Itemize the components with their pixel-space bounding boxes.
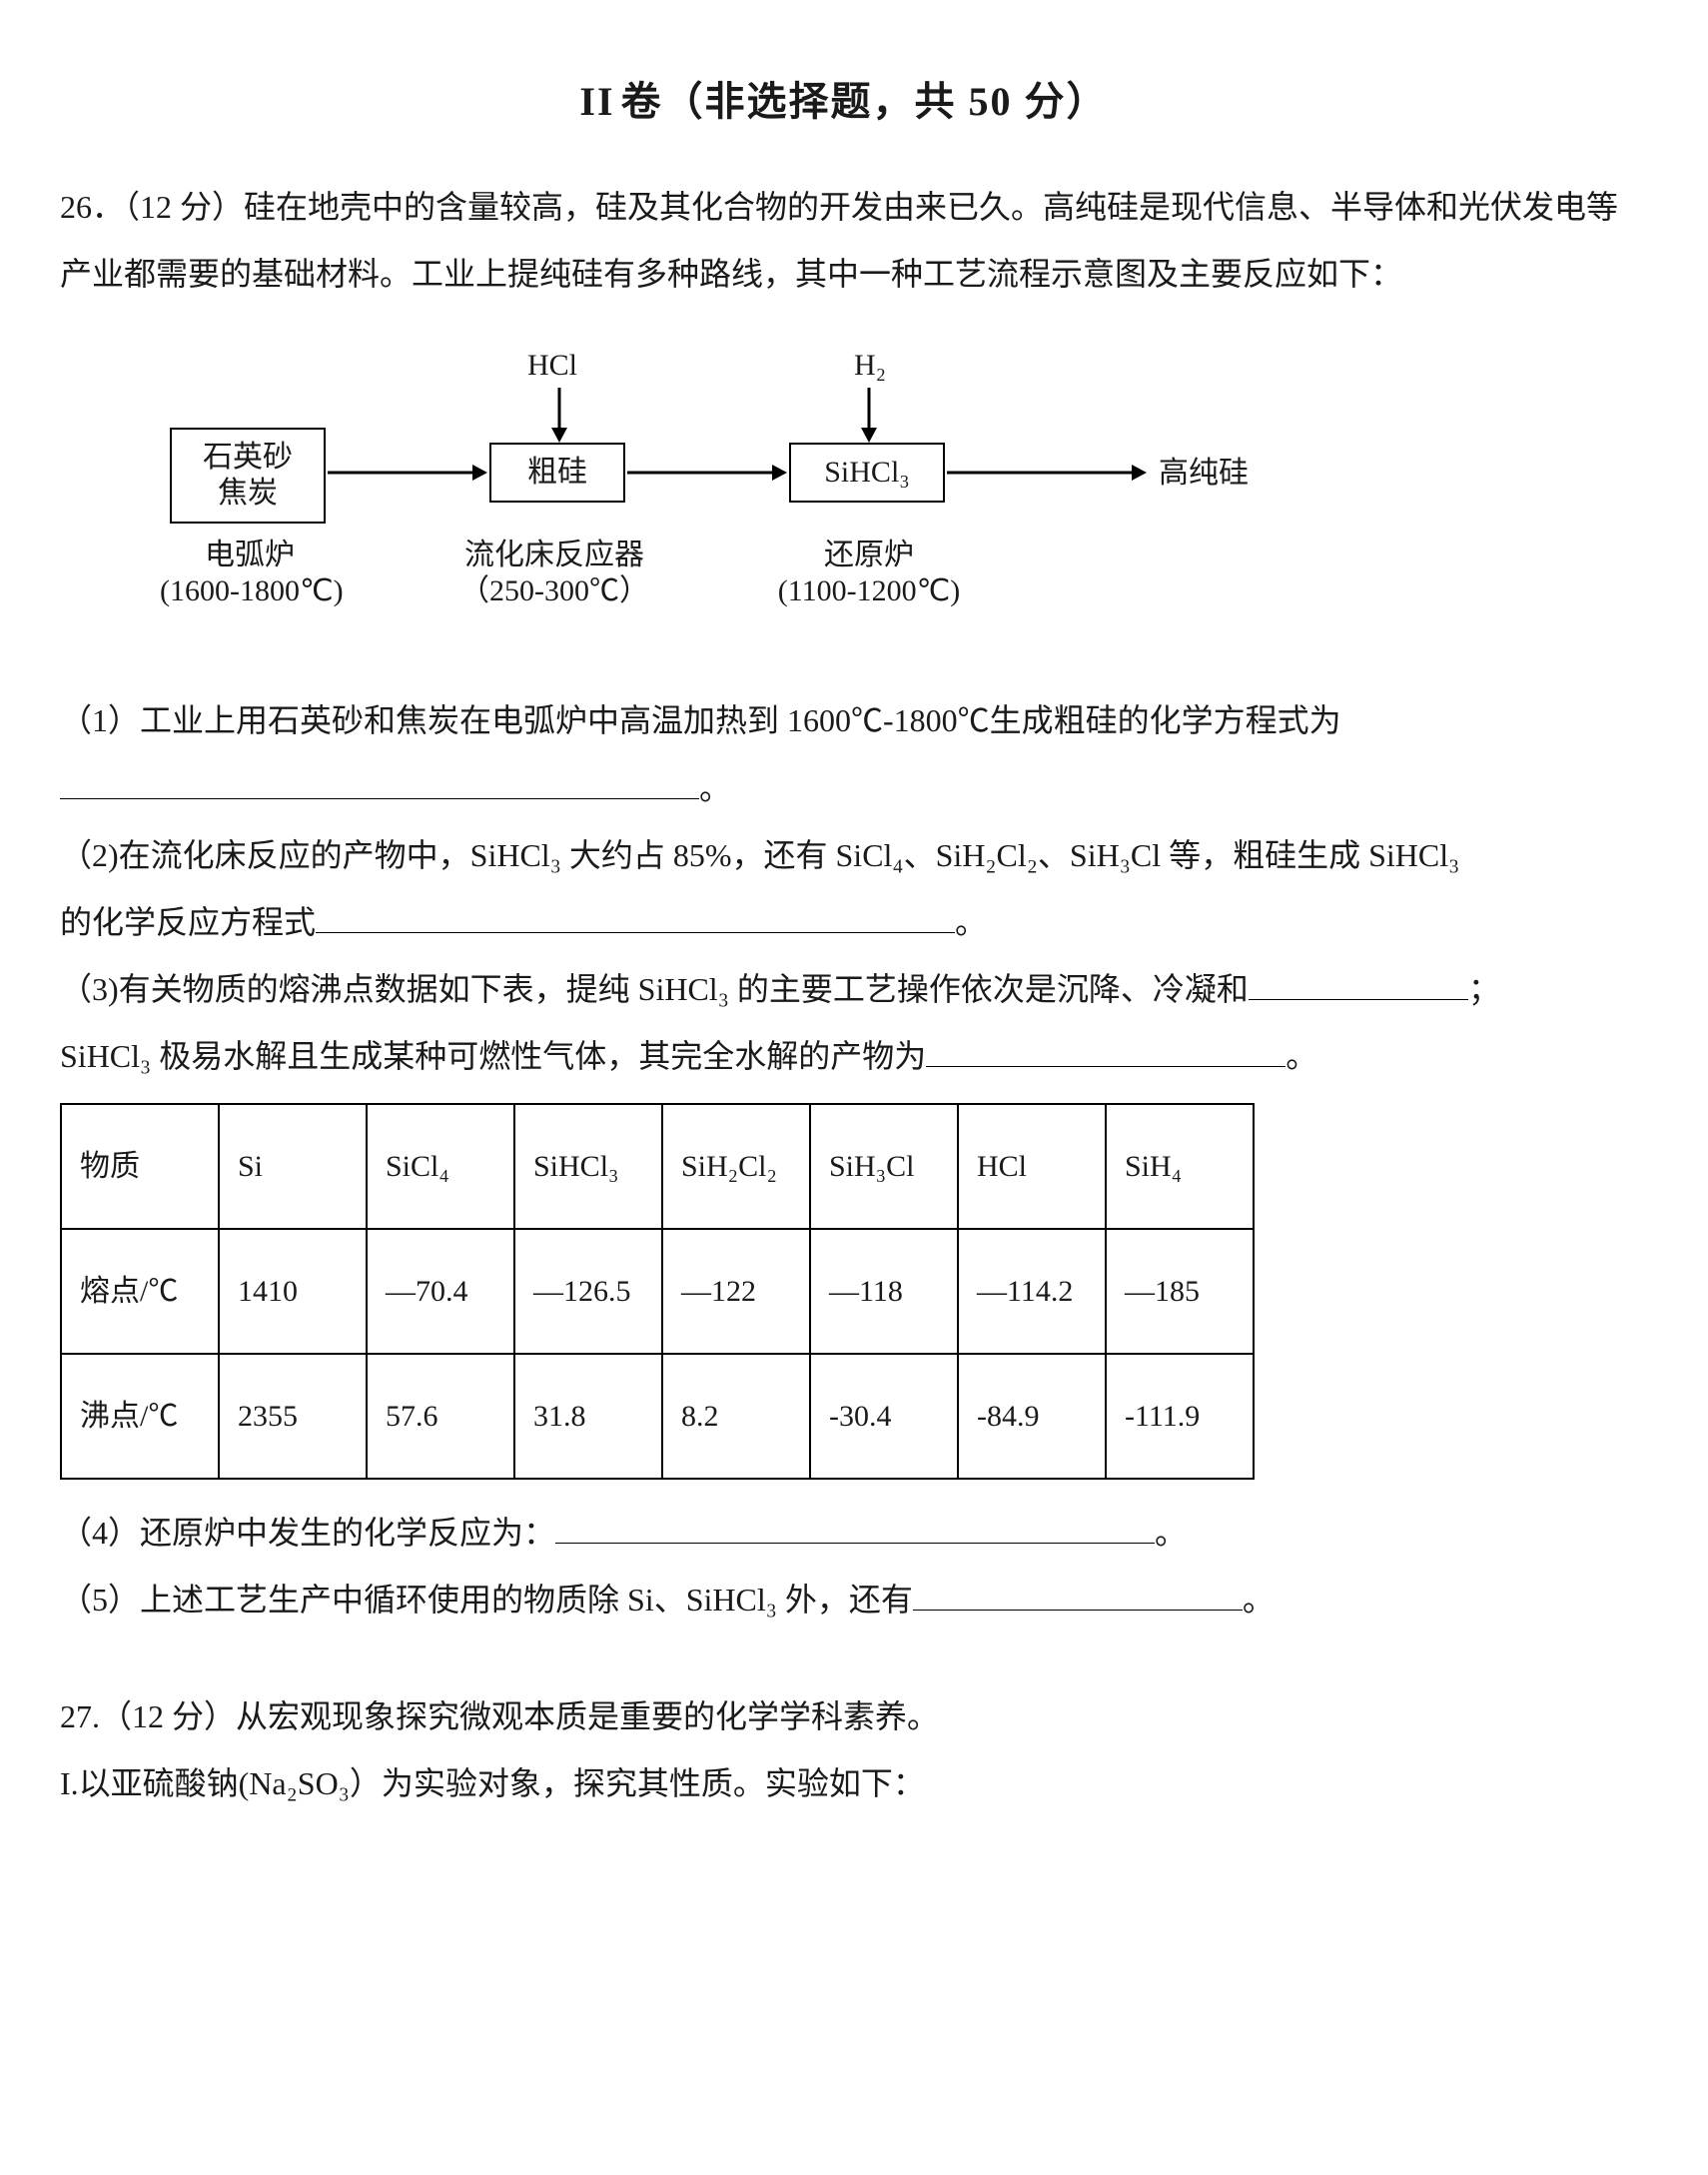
cap1-l2: (1600-1800℃) [160, 573, 340, 609]
table-row-boil: 沸点/℃ 2355 57.6 31.8 8.2 -30.4 -84.9 -111… [61, 1354, 1254, 1479]
r1-label: 熔点/℃ [61, 1229, 219, 1354]
q5-line: （5）上述工艺生产中循环使用的物质除 Si、SiHCl₃ 外，还有 。 [60, 1567, 1628, 1633]
melting-boiling-table: 物质 Si SiCl₄ SiHCl₃ SiH₂Cl₂ SiH₃Cl HCl Si… [60, 1103, 1255, 1480]
q3b-text: SiHCl₃ 极易水解且生成某种可燃性气体，其完全水解的产物为 [60, 1038, 926, 1074]
box2-text: 粗硅 [527, 456, 587, 489]
q3b-period: 。 [1285, 1038, 1317, 1074]
q2-line2: 的化学反应方程式 。 [60, 889, 1628, 956]
output-pure-si: 高纯硅 [1159, 456, 1249, 492]
table-row-head: 物质 Si SiCl₄ SiHCl₃ SiH₂Cl₂ SiH₃Cl HCl Si… [61, 1104, 1254, 1229]
cap-reduction-furnace: 还原炉 (1100-1200℃) [769, 538, 969, 609]
box1-line2: 焦炭 [188, 476, 308, 512]
arrow-2 [627, 453, 787, 493]
r2-label: 沸点/℃ [61, 1354, 219, 1479]
cap2-l1: 流化床反应器 [439, 538, 669, 573]
q4-period: 。 [1155, 1515, 1187, 1551]
q1-blank[interactable] [60, 762, 699, 798]
cap1-l1: 电弧炉 [160, 538, 340, 573]
q3a-tail: ； [1468, 971, 1500, 1007]
section-title: II卷（非选择题，共 50 分） [60, 60, 1628, 144]
cap-arc-furnace: 电弧炉 (1600-1800℃) [160, 538, 340, 609]
cap3-l1: 还原炉 [769, 538, 969, 573]
q5-period: 。 [1243, 1582, 1275, 1618]
arrow-3 [947, 453, 1147, 493]
r1-c1: 1410 [219, 1229, 367, 1354]
title-roman: II [579, 79, 614, 124]
th-sih2cl2: SiH₂Cl₂ [662, 1104, 810, 1229]
r2-c6: -84.9 [958, 1354, 1106, 1479]
cap-fluidized-bed: 流化床反应器 （250-300℃） [439, 538, 669, 609]
box1-line1: 石英砂 [188, 440, 308, 476]
spacer [60, 1633, 1628, 1683]
q1-text: （1）工业上用石英砂和焦炭在电弧炉中高温加热到 1600℃-1800℃生成粗硅的… [60, 687, 1628, 754]
r2-c4: 8.2 [662, 1354, 810, 1479]
q3a-text: （3)有关物质的熔沸点数据如下表，提纯 SiHCl₃ 的主要工艺操作依次是沉降、… [60, 971, 1249, 1007]
q3-line2: SiHCl₃ 极易水解且生成某种可燃性气体，其完全水解的产物为 。 [60, 1023, 1628, 1090]
r2-c2: 57.6 [367, 1354, 514, 1479]
th-si: Si [219, 1104, 367, 1229]
q3-line1: （3)有关物质的熔沸点数据如下表，提纯 SiHCl₃ 的主要工艺操作依次是沉降、… [60, 956, 1628, 1023]
input-h2: H₂ [854, 348, 886, 384]
r2-c3: 31.8 [514, 1354, 662, 1479]
r1-c7: —185 [1106, 1229, 1254, 1354]
input-hcl: HCl [527, 348, 577, 384]
th-substance: 物质 [61, 1104, 219, 1229]
r2-c5: -30.4 [810, 1354, 958, 1479]
arrow-h2-down [859, 388, 879, 443]
q2-period: 。 [955, 904, 987, 940]
r1-c5: —118 [810, 1229, 958, 1354]
q27-sub: I.以亚硫酸钠(Na₂SO₃）为实验对象，探究其性质。实验如下： [60, 1750, 1628, 1817]
q2-blank[interactable] [316, 897, 955, 933]
q27-lead: 27.（12 分）从宏观现象探究微观本质是重要的化学学科素养。 [60, 1683, 1628, 1750]
q2-line1: （2)在流化床反应的产物中，SiHCl₃ 大约占 85%，还有 SiCl₄、Si… [60, 822, 1628, 889]
r1-c6: —114.2 [958, 1229, 1106, 1354]
q1-blank-line: 。 [60, 755, 1628, 822]
th-sih3cl: SiH₃Cl [810, 1104, 958, 1229]
arrow-1 [328, 453, 487, 493]
box-quartz-coke: 石英砂 焦炭 [170, 428, 326, 524]
q4-line: （4）还原炉中发生的化学反应为： 。 [60, 1500, 1628, 1567]
arrow-hcl-down [549, 388, 569, 443]
r2-c1: 2355 [219, 1354, 367, 1479]
r1-c2: —70.4 [367, 1229, 514, 1354]
q5-text: （5）上述工艺生产中循环使用的物质除 Si、SiHCl₃ 外，还有 [60, 1582, 913, 1618]
q2b-text: 的化学反应方程式 [60, 904, 316, 940]
q5-blank[interactable] [913, 1575, 1243, 1611]
box-crude-si: 粗硅 [489, 443, 625, 503]
r1-c4: —122 [662, 1229, 810, 1354]
cap2-l2: （250-300℃） [439, 573, 669, 609]
r2-c7: -111.9 [1106, 1354, 1254, 1479]
q1-period: 。 [699, 770, 731, 806]
th-sihcl3: SiHCl₃ [514, 1104, 662, 1229]
q4-text: （4）还原炉中发生的化学反应为： [60, 1515, 555, 1551]
th-sih4: SiH₄ [1106, 1104, 1254, 1229]
th-hcl: HCl [958, 1104, 1106, 1229]
box3-text: SiHCl₃ [824, 456, 910, 489]
box-sihcl3: SiHCl₃ [789, 443, 945, 503]
th-sicl4: SiCl₄ [367, 1104, 514, 1229]
title-text: 卷（非选择题，共 50 分） [621, 79, 1109, 124]
cap3-l2: (1100-1200℃) [769, 573, 969, 609]
flow-diagram: 石英砂 焦炭 电弧炉 (1600-1800℃) 粗硅 流化床反应器 （250-3… [170, 348, 1368, 647]
table-row-melt: 熔点/℃ 1410 —70.4 —126.5 —122 —118 —114.2 … [61, 1229, 1254, 1354]
q3-blank1[interactable] [1249, 964, 1468, 1000]
r1-c3: —126.5 [514, 1229, 662, 1354]
q3-blank2[interactable] [926, 1031, 1285, 1067]
q4-blank[interactable] [555, 1507, 1155, 1543]
q26-lead: 26．（12 分）硅在地壳中的含量较高，硅及其化合物的开发由来已久。高纯硅是现代… [60, 174, 1628, 308]
